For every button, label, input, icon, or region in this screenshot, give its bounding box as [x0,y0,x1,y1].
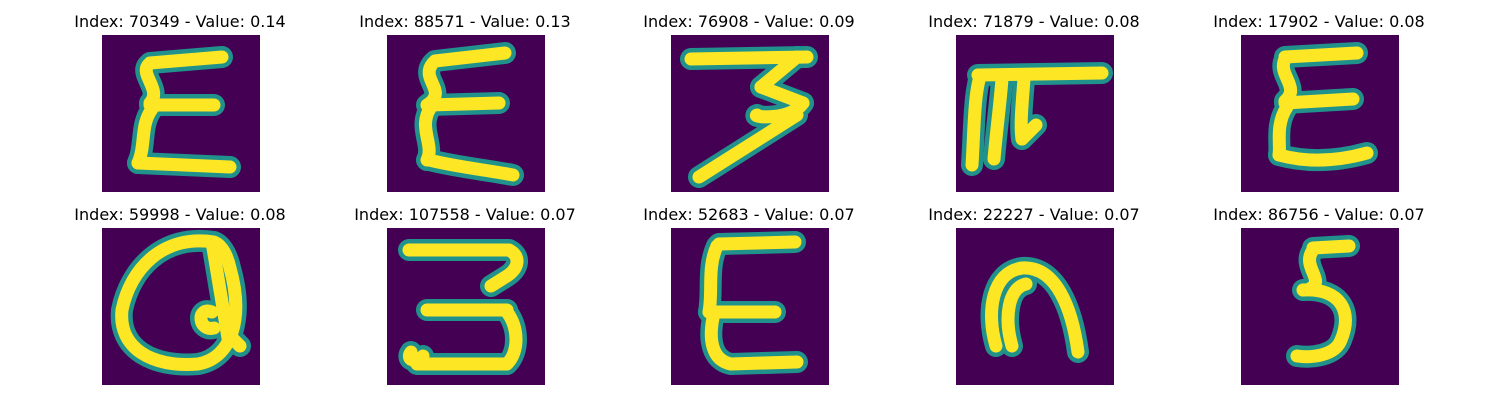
glyph-stroke [422,96,506,112]
image-panel: Index: 70349 - Value: 0.14 [40,0,320,192]
glyph-drawing [980,257,1089,363]
digit-image [387,228,545,385]
image-panel: Index: 71879 - Value: 0.08 [894,0,1174,192]
digit-image [671,35,829,192]
glyph-stroke [750,96,810,124]
digit-image [956,35,1114,192]
image-panel: Index: 88571 - Value: 0.13 [325,0,605,192]
glyph-stroke [987,72,1009,166]
glyph-stroke [692,108,804,184]
glyph-stroke [194,304,221,335]
glyph-stroke [971,66,1109,82]
glyph-drawing [698,231,808,375]
glyph-stroke [205,235,235,345]
digit-image [102,228,260,385]
glyph-stroke [1015,118,1043,146]
glyph-stroke [1278,46,1364,64]
digit-image [102,35,260,192]
image-panel: Index: 52683 - Value: 0.07 [609,193,889,385]
panel-title: Index: 22227 - Value: 0.07 [928,205,1140,224]
glyph-drawing [1268,42,1378,171]
glyph-stroke [115,234,243,371]
glyph-drawing [110,229,251,376]
image-panel: Index: 59998 - Value: 0.08 [40,193,320,385]
glyph-drawing [414,42,524,186]
glyph-stroke [419,100,438,167]
panel-title: Index: 17902 - Value: 0.08 [1213,12,1425,31]
glyph-stroke [1303,243,1322,295]
panel-title: Index: 71879 - Value: 0.08 [928,12,1140,31]
glyph-stroke [985,261,1085,359]
glyph-stroke [702,239,724,319]
glyph-stroke [143,50,229,70]
digit-image [956,228,1114,385]
glyph-stroke [965,70,987,172]
glyph-stroke [1001,277,1033,353]
digit-image [671,228,829,385]
panel-title: Index: 59998 - Value: 0.08 [74,205,286,224]
glyph-stroke [1290,283,1352,364]
image-panel: Index: 76908 - Value: 0.09 [609,0,889,192]
image-panel: Index: 86756 - Value: 0.07 [1179,193,1459,385]
digit-image [1241,35,1399,192]
glyph-stroke [724,355,804,371]
glyph-stroke [410,305,523,371]
glyph-stroke [428,46,512,68]
glyph-stroke [422,153,520,182]
glyph-stroke [403,345,430,367]
glyph-stroke [1278,92,1360,110]
glyph-stroke [754,50,804,94]
panel-title: Index: 52683 - Value: 0.07 [643,205,855,224]
glyph-stroke [712,235,802,251]
glyph-stroke [402,243,524,293]
glyph-stroke [754,80,810,110]
glyph-drawing [127,46,241,178]
glyph-drawing [1286,235,1360,368]
panel-title: Index: 88571 - Value: 0.13 [359,12,571,31]
digit-image [387,35,545,192]
glyph-stroke [131,156,237,174]
panel-title: Index: 107558 - Value: 0.07 [354,205,576,224]
glyph-stroke [1272,100,1294,162]
glyph-drawing [961,62,1113,176]
panel-title: Index: 86756 - Value: 0.07 [1213,205,1425,224]
glyph-stroke [223,329,247,353]
glyph-stroke [139,58,161,110]
panel-title: Index: 70349 - Value: 0.14 [74,12,286,31]
panel-title: Index: 76908 - Value: 0.09 [643,12,855,31]
image-panel: Index: 107558 - Value: 0.07 [325,193,605,385]
glyph-stroke [1276,52,1298,108]
digit-image [1241,228,1399,385]
image-panel: Index: 17902 - Value: 0.08 [1179,0,1459,192]
glyph-stroke [1272,146,1374,167]
glyph-drawing [680,46,818,188]
glyph-drawing [398,239,528,375]
image-panel: Index: 22227 - Value: 0.07 [894,193,1174,385]
